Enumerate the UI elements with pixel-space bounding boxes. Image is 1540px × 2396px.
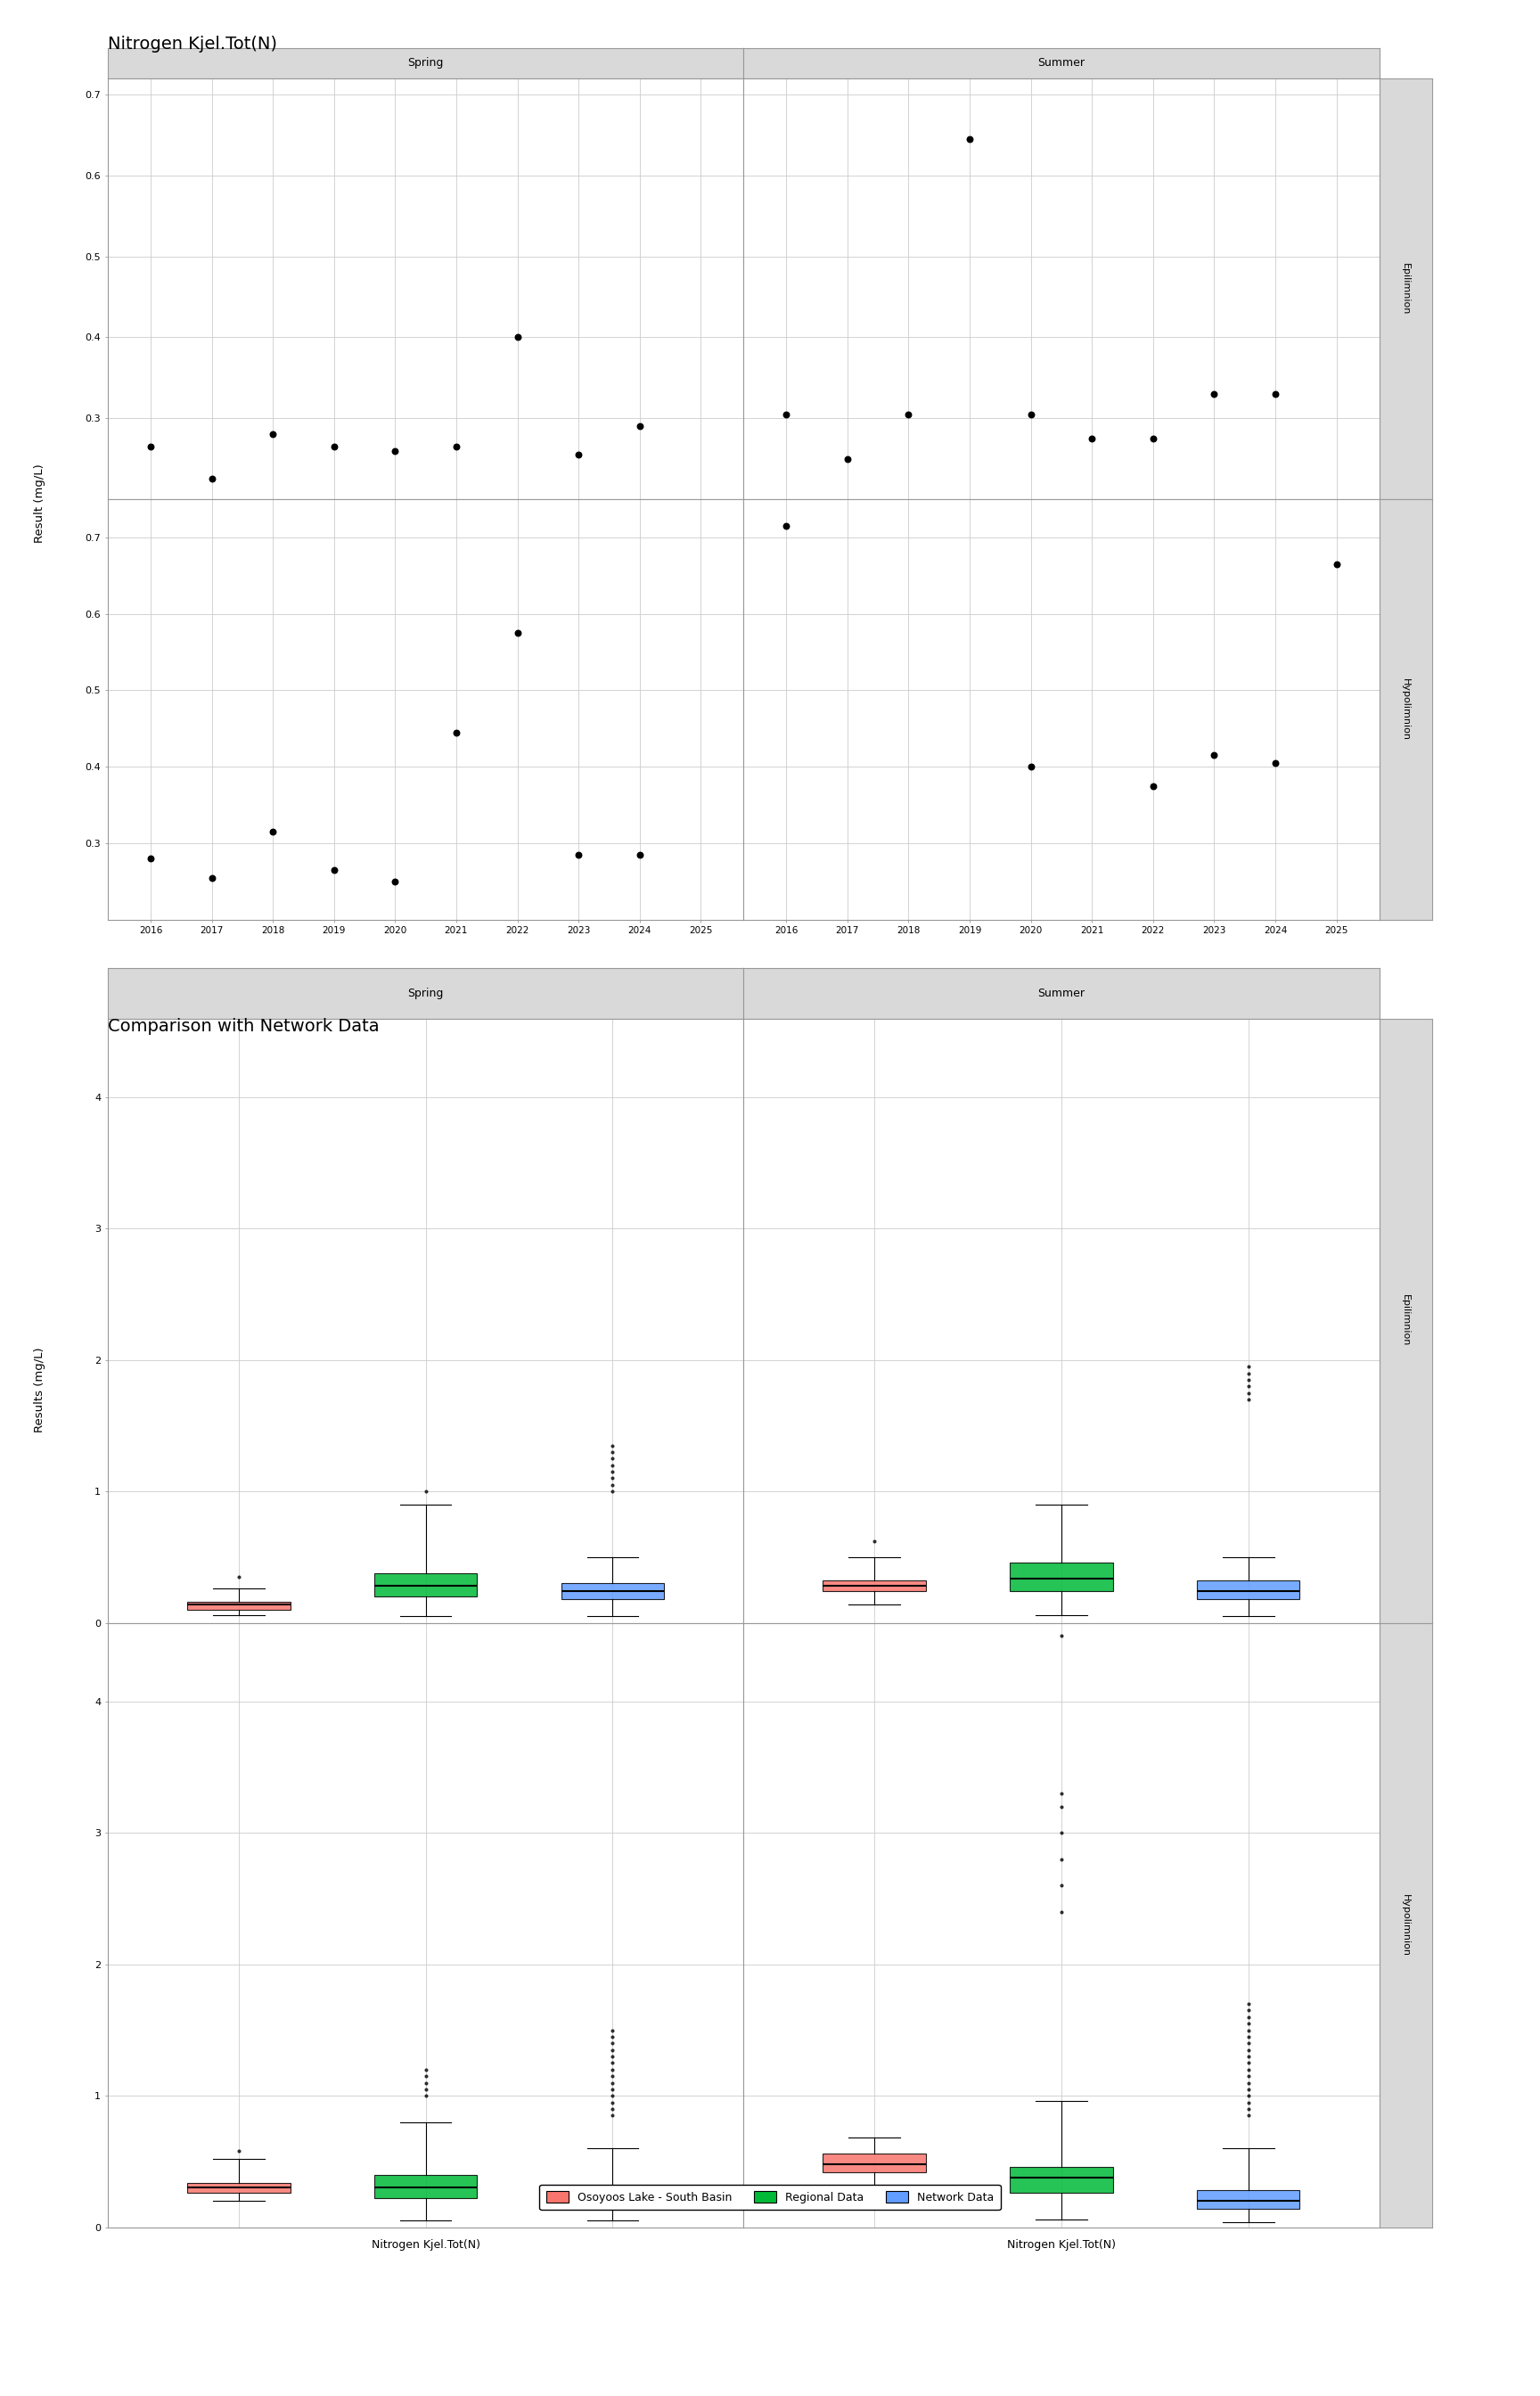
Point — [260, 415, 285, 453]
Point — [505, 319, 530, 357]
PathPatch shape — [1010, 1562, 1113, 1591]
Text: Spring: Spring — [408, 987, 444, 999]
Point — [1018, 748, 1043, 786]
Point — [444, 426, 468, 465]
Point — [383, 863, 408, 901]
Point — [1018, 395, 1043, 434]
Text: Hypolimnion: Hypolimnion — [1401, 678, 1411, 740]
PathPatch shape — [188, 1603, 290, 1610]
PathPatch shape — [374, 2176, 477, 2200]
Text: Result (mg/L): Result (mg/L) — [34, 462, 46, 544]
Point — [627, 407, 651, 446]
PathPatch shape — [561, 1584, 664, 1598]
Point — [199, 858, 223, 896]
PathPatch shape — [822, 2154, 926, 2173]
PathPatch shape — [1197, 2190, 1300, 2209]
Point — [775, 506, 799, 544]
Point — [383, 431, 408, 470]
PathPatch shape — [188, 2183, 290, 2192]
Point — [1201, 374, 1226, 412]
Point — [1141, 767, 1166, 805]
X-axis label: Nitrogen Kjel.Tot(N): Nitrogen Kjel.Tot(N) — [371, 2238, 480, 2250]
PathPatch shape — [561, 2190, 664, 2207]
PathPatch shape — [822, 1581, 926, 1591]
Text: Epilimnion: Epilimnion — [1401, 1294, 1411, 1347]
PathPatch shape — [1010, 2166, 1113, 2192]
Text: Comparison with Network Data: Comparison with Network Data — [108, 1018, 379, 1035]
Point — [444, 714, 468, 752]
Point — [139, 839, 163, 877]
Point — [567, 836, 591, 875]
Point — [1324, 544, 1349, 582]
Legend: Osoyoos Lake - South Basin, Regional Data, Network Data: Osoyoos Lake - South Basin, Regional Dat… — [539, 2185, 1001, 2209]
Text: Nitrogen Kjel.Tot(N): Nitrogen Kjel.Tot(N) — [108, 36, 277, 53]
Point — [322, 851, 346, 889]
Point — [1263, 743, 1287, 781]
Point — [1263, 374, 1287, 412]
Point — [1141, 419, 1166, 458]
PathPatch shape — [1197, 1581, 1300, 1598]
Text: Results (mg/L): Results (mg/L) — [34, 1347, 46, 1433]
Point — [199, 460, 223, 498]
Point — [567, 436, 591, 474]
Point — [896, 395, 921, 434]
Point — [958, 120, 983, 158]
Point — [505, 613, 530, 652]
Point — [627, 836, 651, 875]
Point — [775, 395, 799, 434]
Text: Summer: Summer — [1038, 987, 1086, 999]
Text: Summer: Summer — [1038, 58, 1086, 69]
Text: Epilimnion: Epilimnion — [1401, 264, 1411, 314]
Point — [322, 426, 346, 465]
Point — [1080, 419, 1104, 458]
PathPatch shape — [374, 1572, 477, 1596]
Text: Hypolimnion: Hypolimnion — [1401, 1893, 1411, 1955]
Point — [139, 426, 163, 465]
Point — [260, 812, 285, 851]
X-axis label: Nitrogen Kjel.Tot(N): Nitrogen Kjel.Tot(N) — [1007, 2238, 1116, 2250]
Point — [835, 438, 859, 477]
Point — [1201, 736, 1226, 774]
Text: Spring: Spring — [408, 58, 444, 69]
